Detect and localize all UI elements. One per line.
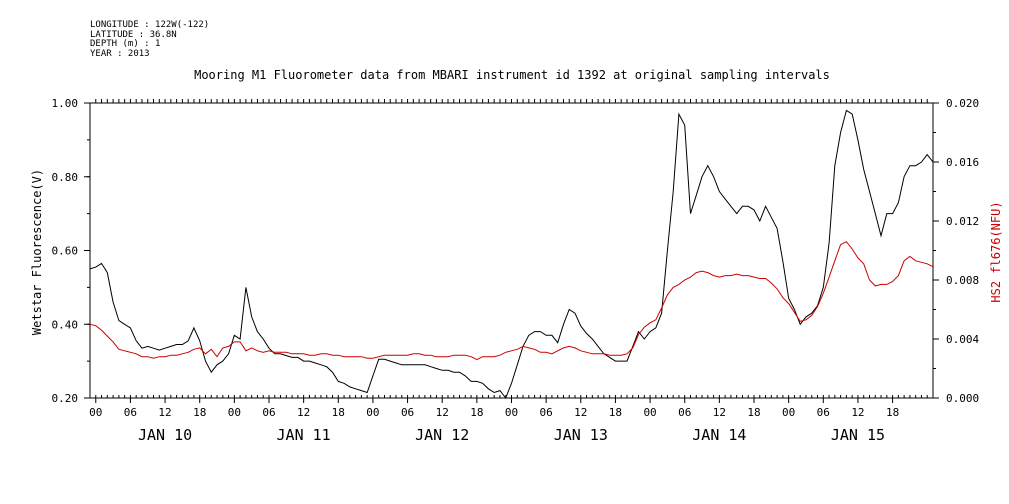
x-tick-label: 18 bbox=[332, 406, 345, 419]
year-label: YEAR : 2013 bbox=[90, 48, 150, 59]
x-tick-label: 12 bbox=[851, 406, 864, 419]
plot-frame bbox=[89, 102, 934, 399]
x-tick-label: 00 bbox=[505, 406, 518, 419]
y-left-tick-label: 0.80 bbox=[52, 171, 79, 184]
x-tick-label: 06 bbox=[540, 406, 553, 419]
x-tick-label: 18 bbox=[193, 406, 206, 419]
x-day-label: JAN 10 bbox=[138, 426, 192, 444]
y-axis-label-left: Wetstar Fluorescence(V) bbox=[30, 169, 44, 335]
depth-label: DEPTH (m) : 1 bbox=[90, 39, 161, 49]
y-right-tick-label: 0.020 bbox=[946, 97, 979, 110]
x-tick-label: 06 bbox=[401, 406, 414, 419]
x-tick-label: 12 bbox=[436, 406, 449, 419]
x-tick-label: 12 bbox=[574, 406, 587, 419]
y-left-tick-label: 0.20 bbox=[52, 392, 79, 405]
y-axis-label-right: HS2 fl676(NFU) bbox=[989, 201, 1003, 302]
x-day-label: JAN 15 bbox=[831, 426, 885, 444]
y-right-tick-label: 0.008 bbox=[946, 274, 979, 287]
longitude-label: LONGITUDE : 122W(-122) bbox=[90, 20, 210, 30]
y-left-tick-label: 0.60 bbox=[52, 245, 79, 258]
x-tick-label: 00 bbox=[89, 406, 102, 419]
x-tick-label: 06 bbox=[124, 406, 137, 419]
x-tick-label: 00 bbox=[228, 406, 241, 419]
y-right-tick-label: 0.004 bbox=[946, 333, 979, 346]
hs2-fl676-line bbox=[89, 241, 934, 361]
y-right-tick-label: 0.000 bbox=[946, 392, 979, 405]
x-tick-label: 00 bbox=[643, 406, 656, 419]
x-tick-label: 06 bbox=[262, 406, 275, 419]
x-tick-label: 12 bbox=[713, 406, 726, 419]
x-tick-label: 18 bbox=[609, 406, 622, 419]
x-tick-label: 00 bbox=[366, 406, 379, 419]
y-right-tick-label: 0.016 bbox=[946, 156, 979, 169]
x-tick-label: 00 bbox=[782, 406, 795, 419]
x-tick-label: 06 bbox=[678, 406, 691, 419]
y-left-tick-label: 0.40 bbox=[52, 318, 79, 331]
series-group bbox=[89, 109, 934, 400]
x-day-label: JAN 11 bbox=[277, 426, 331, 444]
y-right-tick-label: 0.012 bbox=[946, 215, 979, 228]
x-tick-label: 06 bbox=[817, 406, 830, 419]
chart-title: Mooring M1 Fluorometer data from MBARI i… bbox=[194, 68, 830, 82]
x-tick-label: 12 bbox=[297, 406, 310, 419]
y-left-tick-label: 1.00 bbox=[52, 97, 79, 110]
wetstar-fluorescence-line bbox=[89, 109, 934, 400]
x-tick-label: 18 bbox=[886, 406, 899, 419]
x-tick-label: 18 bbox=[747, 406, 760, 419]
x-day-label: JAN 12 bbox=[415, 426, 469, 444]
metadata-block: LONGITUDE : 122W(-122) LATITUDE : 36.8N … bbox=[90, 20, 210, 59]
x-day-label: JAN 13 bbox=[554, 426, 608, 444]
x-tick-label: 18 bbox=[470, 406, 483, 419]
axes-group: 00 06 12 18 00 06 12 18 00 06 12 18 00 06 12 18 00 06 12 18… bbox=[52, 97, 980, 444]
latitude-label: LATITUDE : 36.8N bbox=[90, 29, 177, 40]
x-tick-label: 12 bbox=[158, 406, 171, 419]
x-day-label: JAN 14 bbox=[692, 426, 746, 444]
